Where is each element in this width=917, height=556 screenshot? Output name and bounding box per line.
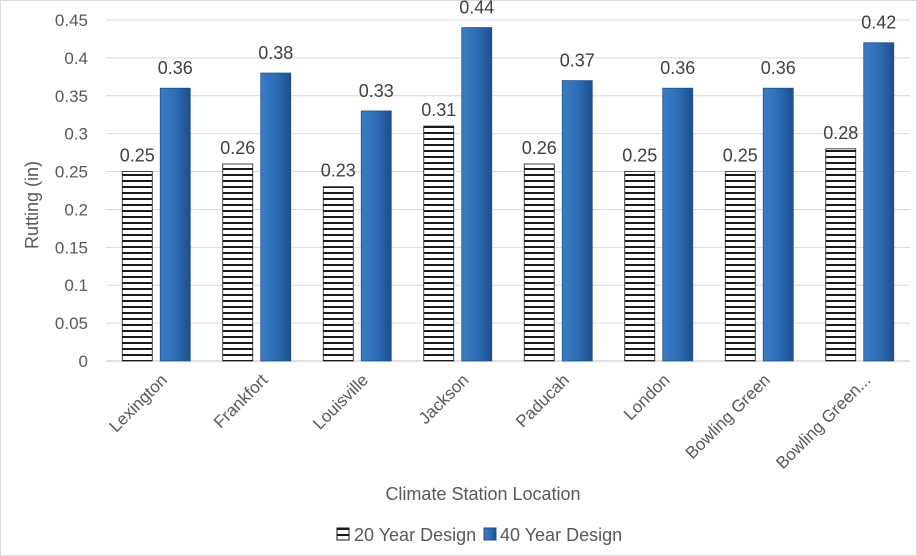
data-label-40-year: 0.36	[761, 58, 796, 78]
bar-20-year	[724, 171, 756, 362]
bar-40-year	[159, 87, 191, 362]
data-labels: 0.25 0.36 0.26 0.38 0.23 0.33 0.31 0.44 0.26 0.37…	[120, 0, 897, 181]
data-label-20-year: 0.25	[723, 146, 758, 166]
x-tick-label: London	[620, 370, 674, 424]
bar-40-year	[762, 87, 794, 362]
y-tick-label: 0.15	[55, 238, 88, 257]
x-tick-label: Bowling Green...	[772, 370, 874, 472]
x-tick-label: Frankfort	[210, 370, 272, 432]
bar-20-year	[423, 125, 455, 362]
data-label-40-year: 0.42	[861, 13, 896, 33]
data-label-40-year: 0.37	[560, 51, 595, 71]
data-label-40-year: 0.38	[258, 43, 293, 63]
bar-20-year	[825, 148, 857, 362]
y-tick-label: 0.3	[64, 125, 88, 144]
bar-40-year	[461, 27, 493, 362]
y-tick-label: 0.25	[55, 163, 88, 182]
y-tick-label: 0.1	[64, 276, 88, 295]
y-tick-label: 0.45	[55, 11, 88, 30]
y-tick-label: 0.35	[55, 87, 88, 106]
data-label-20-year: 0.28	[823, 123, 858, 143]
data-label-20-year: 0.25	[120, 146, 155, 166]
y-tick-label: 0.05	[55, 314, 88, 333]
bar-20-year	[523, 163, 555, 362]
x-tick-label: Bowling Green	[682, 370, 774, 462]
y-tick-label: 0.2	[64, 200, 88, 219]
x-axis-ticks: Lexington Frankfort Louisville Jackson Paduc…	[106, 370, 875, 472]
data-label-20-year: 0.31	[421, 100, 456, 120]
x-tick-label: Jackson	[415, 370, 473, 428]
bar-40-year	[360, 110, 392, 362]
y-tick-label: 0	[79, 352, 88, 371]
bars	[121, 27, 895, 362]
legend: 20 Year Design 40 Year Design	[336, 525, 622, 545]
x-tick-label: Louisville	[309, 370, 372, 433]
legend-item-40-year: 40 Year Design	[483, 525, 622, 545]
bar-40-year	[662, 87, 694, 362]
data-label-40-year: 0.36	[158, 58, 193, 78]
legend-item-20-year: 20 Year Design	[336, 525, 476, 545]
data-label-20-year: 0.26	[522, 138, 557, 158]
bar-40-year	[863, 42, 895, 362]
y-axis-ticks: 0 0.05 0.1 0.15 0.2 0.25 0.3 0.35 0.4 0.45	[55, 11, 88, 371]
x-axis-title: Climate Station Location	[385, 484, 580, 504]
data-label-40-year: 0.44	[459, 0, 494, 18]
bar-20-year	[121, 171, 153, 362]
bar-20-year	[222, 163, 254, 362]
y-axis-title: Rutting (in)	[22, 161, 42, 249]
x-tick-label: Paducah	[512, 370, 573, 431]
legend-swatch-40-year	[483, 527, 497, 541]
y-tick-label: 0.4	[64, 49, 88, 68]
bar-40-year	[561, 80, 593, 362]
bar-20-year	[624, 171, 656, 362]
legend-swatch-20-year	[336, 527, 350, 541]
data-label-40-year: 0.36	[660, 58, 695, 78]
bar-40-year	[260, 72, 292, 362]
data-label-20-year: 0.23	[321, 161, 356, 181]
legend-label-40-year: 40 Year Design	[500, 525, 622, 545]
legend-label-20-year: 20 Year Design	[354, 525, 476, 545]
bar-20-year	[322, 186, 354, 362]
data-label-40-year: 0.33	[359, 81, 394, 101]
data-label-20-year: 0.25	[622, 146, 657, 166]
x-tick-label: Lexington	[106, 370, 172, 436]
data-label-20-year: 0.26	[220, 138, 255, 158]
